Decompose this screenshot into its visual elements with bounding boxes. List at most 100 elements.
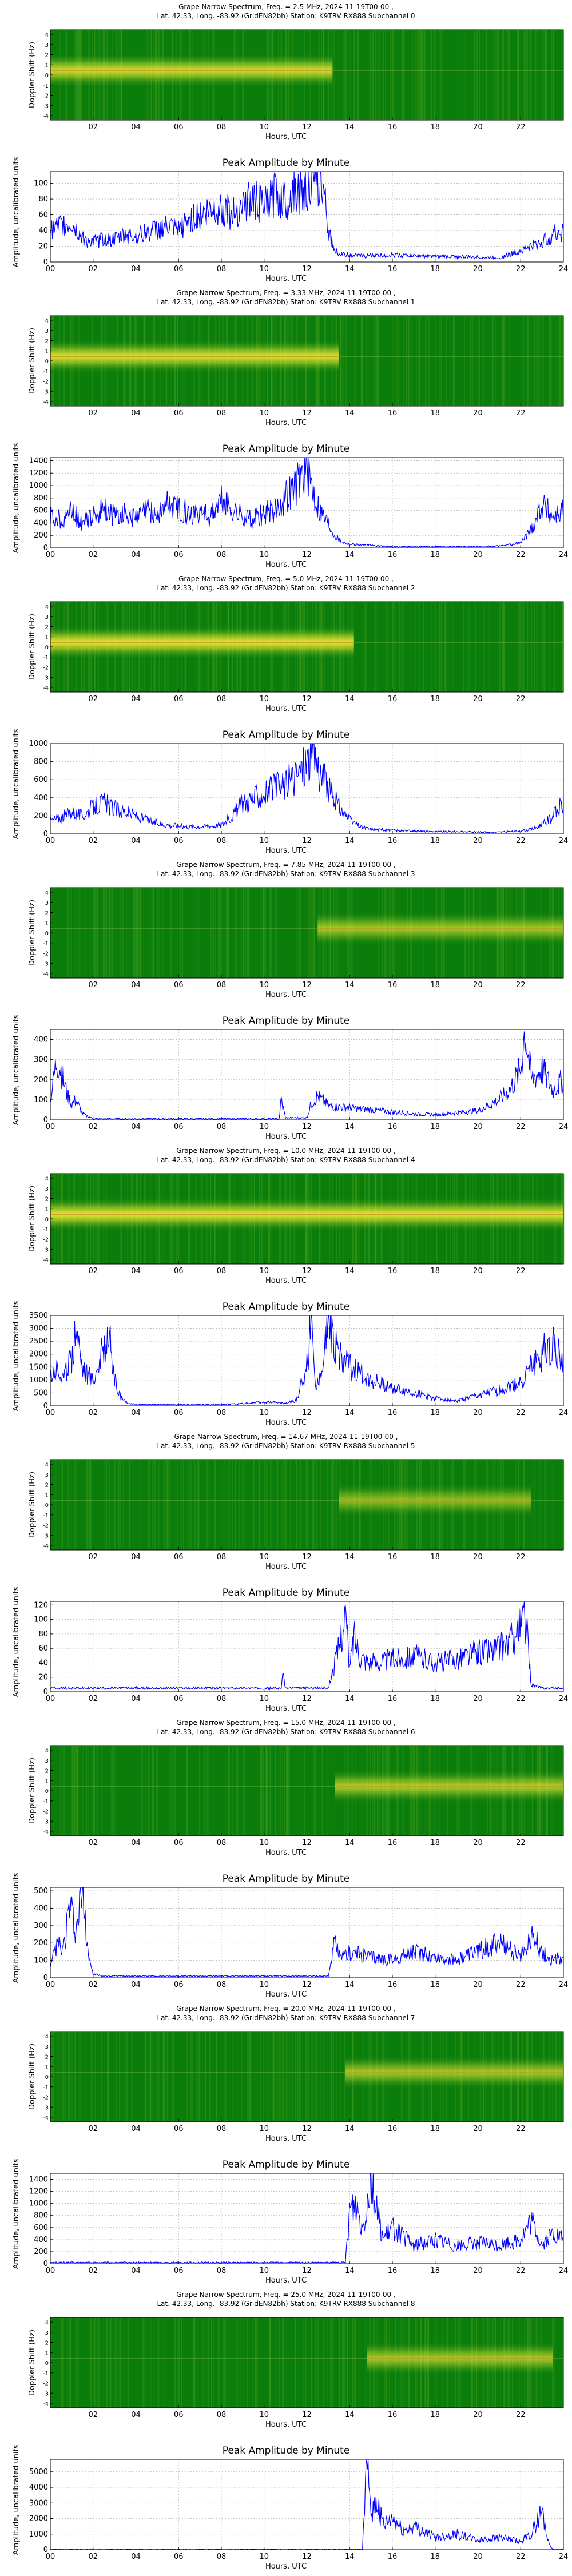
- spectrogram-noise-stripe: [172, 2032, 174, 2122]
- spectrogram-noise-stripe: [102, 888, 105, 978]
- spectrogram-noise-stripe: [418, 30, 420, 120]
- spectrogram-noise-stripe: [320, 2032, 322, 2122]
- spectrogram-noise-stripe: [109, 1460, 110, 1550]
- spectrogram-noise-stripe: [232, 2032, 233, 2122]
- spectrogram-noise-stripe: [286, 1746, 288, 1836]
- spectrogram-noise-stripe: [541, 316, 542, 406]
- spectrogram-noise-stripe: [431, 602, 433, 692]
- spectrogram-noise-stripe: [153, 1746, 154, 1836]
- spectrum-ytick-label: 4: [45, 1748, 49, 1754]
- spectrogram-noise-stripe: [316, 1460, 317, 1550]
- spectrogram-noise-stripe: [428, 316, 430, 406]
- spectrogram-noise-stripe: [327, 1746, 329, 1836]
- spectrum-xtick-label: 14: [345, 1553, 355, 1561]
- spectrogram-noise-stripe: [374, 316, 376, 406]
- panel-3: Grape Narrow Spectrum, Freq. = 7.85 MHz,…: [12, 861, 568, 1141]
- spectrogram-noise-stripe: [495, 30, 497, 120]
- spectrogram-noise-stripe: [113, 1746, 114, 1836]
- spectrogram-noise-stripe: [256, 2317, 258, 2408]
- spectrogram-noise-stripe: [61, 2317, 63, 2408]
- spectrogram-noise-stripe: [193, 2317, 194, 2408]
- spectrogram-noise-stripe: [309, 888, 311, 978]
- spectrogram-noise-stripe: [554, 2317, 555, 2408]
- spectrogram-noise-stripe: [120, 2317, 121, 2408]
- spectrogram-noise-stripe: [93, 888, 94, 978]
- spectrogram-noise-stripe: [402, 30, 404, 120]
- amplitude-xtick-label: 04: [131, 1981, 141, 1989]
- spectrum-ytick-label: 1: [45, 920, 49, 927]
- spectrum-xtick-label: 08: [217, 1267, 227, 1275]
- amplitude-xtick-label: 00: [46, 551, 55, 559]
- spectrum-ylabel: Doppler Shift (Hz): [28, 2044, 37, 2110]
- spectrogram-noise-stripe: [552, 30, 553, 120]
- amplitude-xtick-label: 14: [345, 1981, 355, 1989]
- spectrogram-noise-stripe: [132, 2032, 133, 2122]
- spectrogram-noise-stripe: [319, 1460, 321, 1550]
- spectrum-ytick-label: -2: [43, 2095, 49, 2101]
- spectrogram-noise-stripe: [94, 2032, 96, 2122]
- spectrogram-noise-stripe: [104, 1460, 106, 1550]
- spectrogram-noise-stripe: [300, 1460, 302, 1550]
- spectrogram-noise-stripe: [140, 1460, 141, 1550]
- spectrogram-noise-stripe: [252, 2317, 253, 2408]
- spectrogram-noise-stripe: [303, 1746, 305, 1836]
- spectrum-ytick-label: 0: [45, 931, 49, 937]
- spectrogram-noise-stripe: [276, 1460, 279, 1550]
- amplitude-ytick-label: 1000: [29, 740, 48, 748]
- spectrogram-noise-stripe: [265, 888, 267, 978]
- spectrogram-noise-stripe: [483, 602, 485, 692]
- spectrum-title: Grape Narrow Spectrum, Freq. = 7.85 MHz,…: [176, 861, 395, 869]
- panel-5: Grape Narrow Spectrum, Freq. = 14.67 MHz…: [12, 1433, 568, 1713]
- spectrogram-noise-stripe: [190, 2032, 191, 2122]
- spectrogram-noise-stripe: [308, 2032, 309, 2122]
- amplitude-xtick-label: 00: [46, 1981, 55, 1989]
- spectrogram-noise-stripe: [403, 316, 404, 406]
- spectrogram-noise-stripe: [255, 888, 256, 978]
- spectrogram-noise-stripe: [549, 316, 551, 406]
- spectrogram-noise-stripe: [536, 602, 537, 692]
- spectrum-xtick-label: 02: [88, 1267, 98, 1275]
- spectrogram-noise-stripe: [261, 1746, 263, 1836]
- amplitude-ytick-label: 0: [43, 2260, 48, 2268]
- amplitude-ytick-label: 100: [34, 1096, 48, 1104]
- spectrogram-noise-stripe: [110, 1746, 112, 1836]
- spectrum-ytick-label: 1: [45, 2064, 49, 2070]
- spectrum-ytick-label: -4: [43, 2115, 49, 2121]
- spectrum-xtick-label: 12: [302, 2411, 312, 2419]
- spectrogram-noise-stripe: [553, 602, 555, 692]
- spectrogram-noise-stripe: [411, 316, 412, 406]
- spectrogram-noise-stripe: [267, 1460, 268, 1550]
- spectrogram-noise-stripe: [297, 2032, 299, 2122]
- amplitude-ylabel: Amplitude, uncalibrated units: [12, 1301, 21, 1411]
- spectrum-ylabel: Doppler Shift (Hz): [28, 1472, 37, 1538]
- spectrum-xtick-label: 12: [302, 1839, 312, 1847]
- spectrogram-noise-stripe: [340, 316, 342, 406]
- spectrogram-noise-stripe: [240, 2317, 241, 2408]
- spectrogram-noise-stripe: [495, 316, 496, 406]
- spectrogram-noise-stripe: [86, 1746, 88, 1836]
- spectrum-title: Grape Narrow Spectrum, Freq. = 14.67 MHz…: [174, 1433, 398, 1441]
- spectrogram-noise-stripe: [57, 2032, 59, 2122]
- spectrogram-noise-stripe: [94, 2317, 96, 2408]
- spectrum-xtick-label: 04: [131, 1267, 141, 1275]
- amplitude-frame: [50, 457, 564, 548]
- spectrogram-noise-stripe: [440, 316, 442, 406]
- spectrogram-noise-stripe: [210, 2317, 212, 2408]
- spectrogram-noise-stripe: [96, 1746, 98, 1836]
- spectrogram-noise-stripe: [194, 1460, 196, 1550]
- spectrogram-noise-stripe: [90, 2317, 92, 2408]
- amplitude-xtick-label: 04: [131, 2553, 141, 2561]
- spectrogram-noise-stripe: [344, 2032, 345, 2122]
- amplitude-ytick-label: 3000: [29, 1325, 48, 1333]
- spectrogram-noise-stripe: [82, 1746, 84, 1836]
- spectrogram-noise-stripe: [158, 1460, 160, 1550]
- spectrogram-noise-stripe: [299, 888, 301, 978]
- spectrogram-noise-stripe: [417, 30, 419, 120]
- spectrogram-noise-stripe: [375, 602, 376, 692]
- spectrum-xtick-label: 04: [131, 1553, 141, 1561]
- spectrum-xtick-label: 20: [473, 981, 483, 989]
- spectrum-xtick-label: 02: [88, 1839, 98, 1847]
- amplitude-frame: [50, 743, 564, 834]
- spectrogram-noise-stripe: [286, 1746, 288, 1836]
- spectrum-ytick-label: -2: [43, 379, 49, 385]
